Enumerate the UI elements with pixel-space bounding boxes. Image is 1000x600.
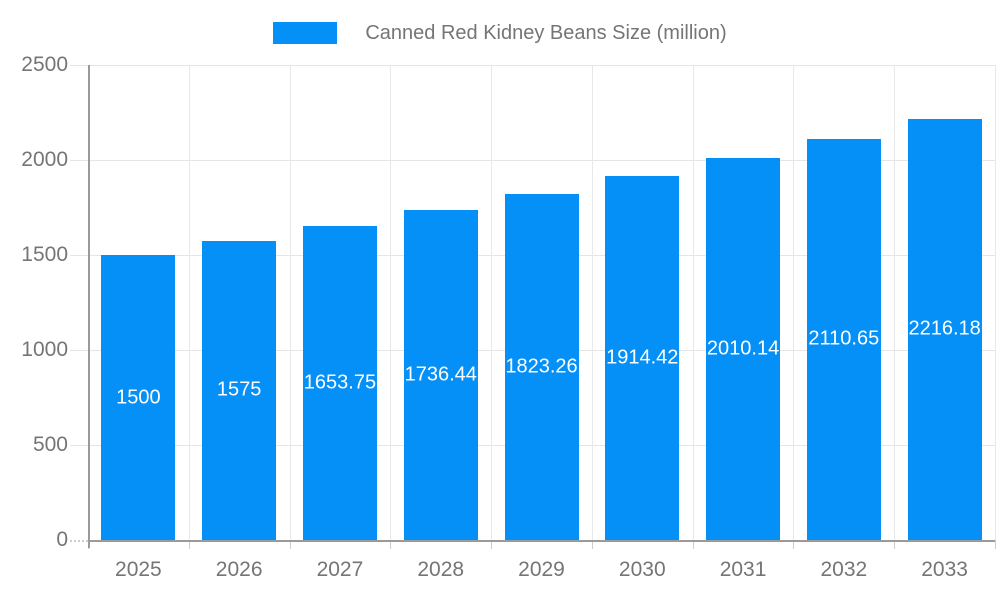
bar-value-label: 1575 <box>216 378 262 401</box>
x-axis-tick <box>491 540 493 549</box>
bar-value-label: 1500 <box>116 386 161 408</box>
gridline-y <box>70 160 995 161</box>
bar-value-label: 1914.42 <box>606 346 679 369</box>
bar <box>907 118 982 540</box>
x-tick-label: 2031 <box>719 558 767 581</box>
y-tick-label: 500 <box>32 433 68 456</box>
y-tick-label: 0 <box>56 528 68 551</box>
gridline-x <box>591 65 593 540</box>
x-axis-tick <box>793 540 795 549</box>
legend-label: Canned Red Kidney Beans Size (million) <box>365 21 727 44</box>
bar <box>605 176 680 540</box>
x-axis-line <box>88 540 995 542</box>
x-axis-tick <box>289 540 291 549</box>
bar-value-label: 1823.26 <box>505 355 578 378</box>
x-tick-label: 2030 <box>618 558 666 581</box>
bar <box>202 240 277 540</box>
x-tick-label: 2026 <box>215 558 263 581</box>
bar-value-label: 2110.65 <box>808 327 880 350</box>
bar <box>706 158 781 540</box>
gridline-x <box>390 65 392 540</box>
bar <box>302 225 377 540</box>
chart-plot-area[interactable]: 1500 1575 1653.75 1736.44 1823.26 1914.42 2010… <box>70 65 996 549</box>
x-axis-tick <box>894 540 896 549</box>
gridline-y <box>70 65 995 66</box>
bar-value-label: 2010.14 <box>706 337 780 360</box>
gridline-x <box>188 65 190 540</box>
x-axis-tick <box>995 540 996 549</box>
x-tick-label: 2025 <box>115 558 162 581</box>
bar <box>403 210 478 540</box>
bar <box>101 255 176 540</box>
x-tick-label: 2028 <box>417 558 465 581</box>
chart-legend[interactable]: Canned Red Kidney Beans Size (million) <box>0 18 1000 48</box>
gridline-x <box>793 65 795 540</box>
gridline-x <box>289 65 291 540</box>
gridline-x <box>491 65 493 540</box>
x-tick-label: 2027 <box>316 558 364 581</box>
x-axis-tick <box>591 540 593 549</box>
bar-value-label: 1653.75 <box>303 371 377 394</box>
y-tick-label: 1000 <box>21 338 68 361</box>
y-tick-label: 2500 <box>21 53 68 76</box>
bar-value-label: 1736.44 <box>404 363 477 386</box>
y-axis-line <box>88 65 90 548</box>
x-axis-tick <box>692 540 694 549</box>
gridline-x <box>894 65 896 540</box>
x-tick-label: 2029 <box>518 558 565 581</box>
x-tick-label: 2033 <box>921 558 968 581</box>
x-axis-tick <box>188 540 190 549</box>
legend-swatch-icon <box>273 22 338 44</box>
bar <box>806 138 881 540</box>
y-tick-label: 1500 <box>21 243 68 266</box>
gridline-x <box>995 65 996 540</box>
y-tick-label: 2000 <box>21 148 68 171</box>
gridline-x <box>692 65 694 540</box>
bar <box>504 193 579 540</box>
x-axis-tick <box>390 540 392 549</box>
zero-tick <box>70 540 88 542</box>
x-tick-label: 2032 <box>820 558 868 581</box>
bar-value-label: 2216.18 <box>908 317 981 340</box>
